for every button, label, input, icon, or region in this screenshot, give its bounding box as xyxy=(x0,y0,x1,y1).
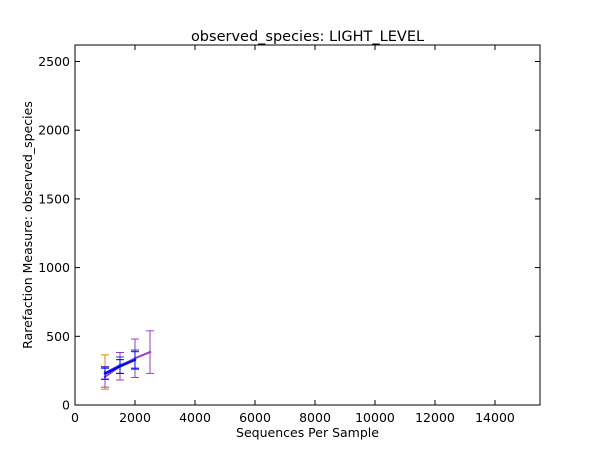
y-tick-label: 2500 xyxy=(38,54,70,69)
chart-title: observed_species: LIGHT_LEVEL xyxy=(191,29,424,45)
x-tick-label: 8000 xyxy=(299,410,331,425)
series-3 xyxy=(101,351,139,380)
y-axis-label: Rarefaction Measure: observed_species xyxy=(20,101,35,349)
x-tick-label: 4000 xyxy=(179,410,211,425)
y-tick-label: 1500 xyxy=(38,191,70,206)
plot-area xyxy=(74,44,541,406)
series-line xyxy=(104,351,151,378)
axis-ticks: 0 2000 4000 6000 8000 10000 12000 14000 0 500 1000… xyxy=(38,45,540,425)
data-point xyxy=(148,350,152,354)
y-tick-label: 2000 xyxy=(38,123,70,138)
x-tick-label: 12000 xyxy=(415,410,455,425)
data-point xyxy=(118,365,122,368)
data-point xyxy=(133,358,137,362)
y-tick-label: 500 xyxy=(46,329,70,344)
data-point xyxy=(103,372,107,375)
data-series xyxy=(101,330,154,390)
x-tick-label: 2000 xyxy=(119,410,151,425)
x-tick-label: 6000 xyxy=(239,410,271,425)
y-tick-label: 1000 xyxy=(38,260,70,275)
x-tick-label: 10000 xyxy=(355,410,395,425)
x-axis-label: Sequences Per Sample xyxy=(236,425,379,440)
x-tick-label: 14000 xyxy=(475,410,515,425)
x-tick-label: 0 xyxy=(71,410,79,425)
y-tick-label: 0 xyxy=(62,398,70,413)
